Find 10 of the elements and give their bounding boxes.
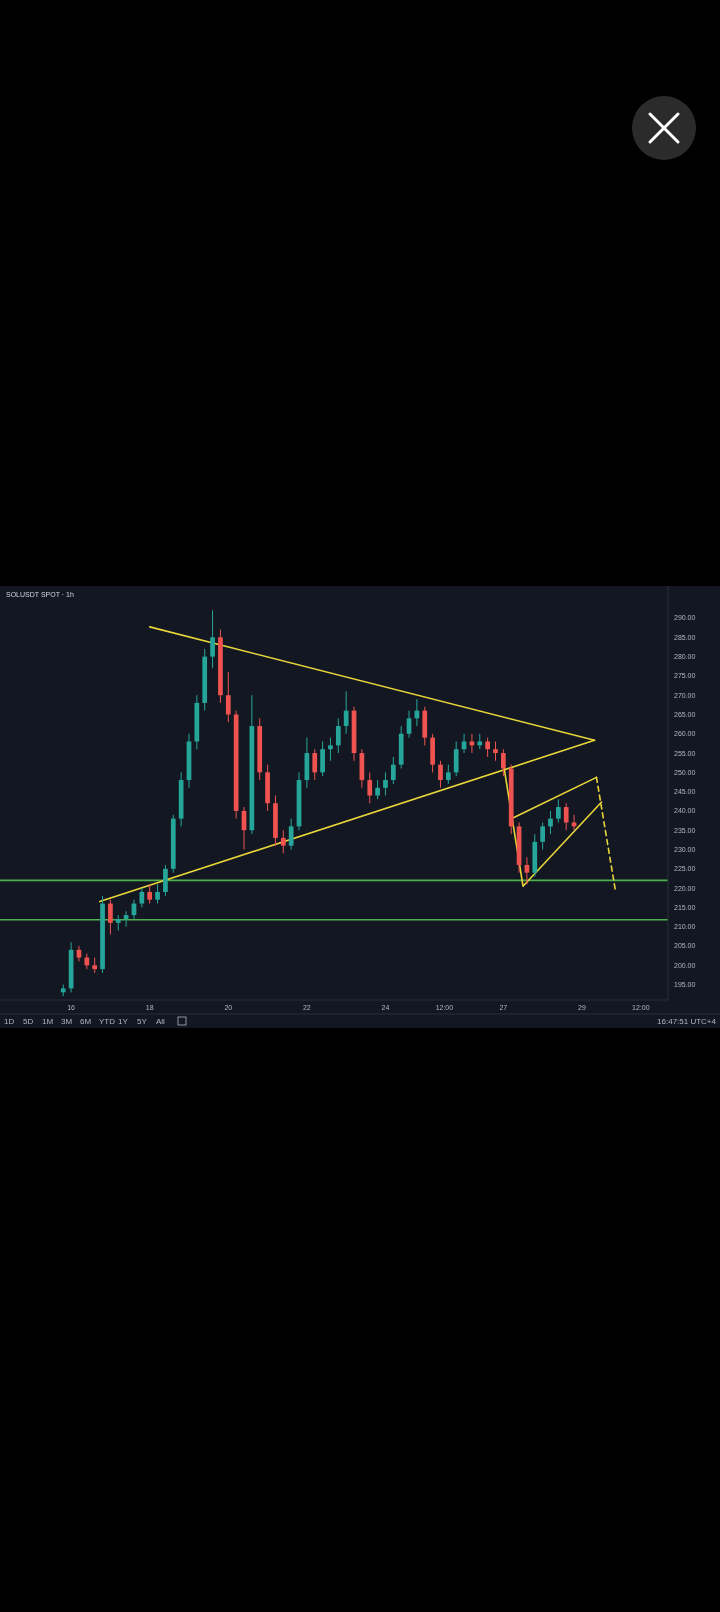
text: YTD: [99, 1017, 116, 1026]
text: 1D: [4, 1017, 15, 1026]
text: 16:47:51 UTC+4: [657, 1017, 717, 1026]
text: All: [156, 1017, 166, 1026]
text: 1M: [42, 1017, 54, 1026]
text: 5Y: [137, 1017, 148, 1026]
text: 1Y: [118, 1017, 129, 1026]
text: 5D: [23, 1017, 34, 1026]
text: 6M: [80, 1017, 92, 1026]
text: 3M: [61, 1017, 73, 1026]
